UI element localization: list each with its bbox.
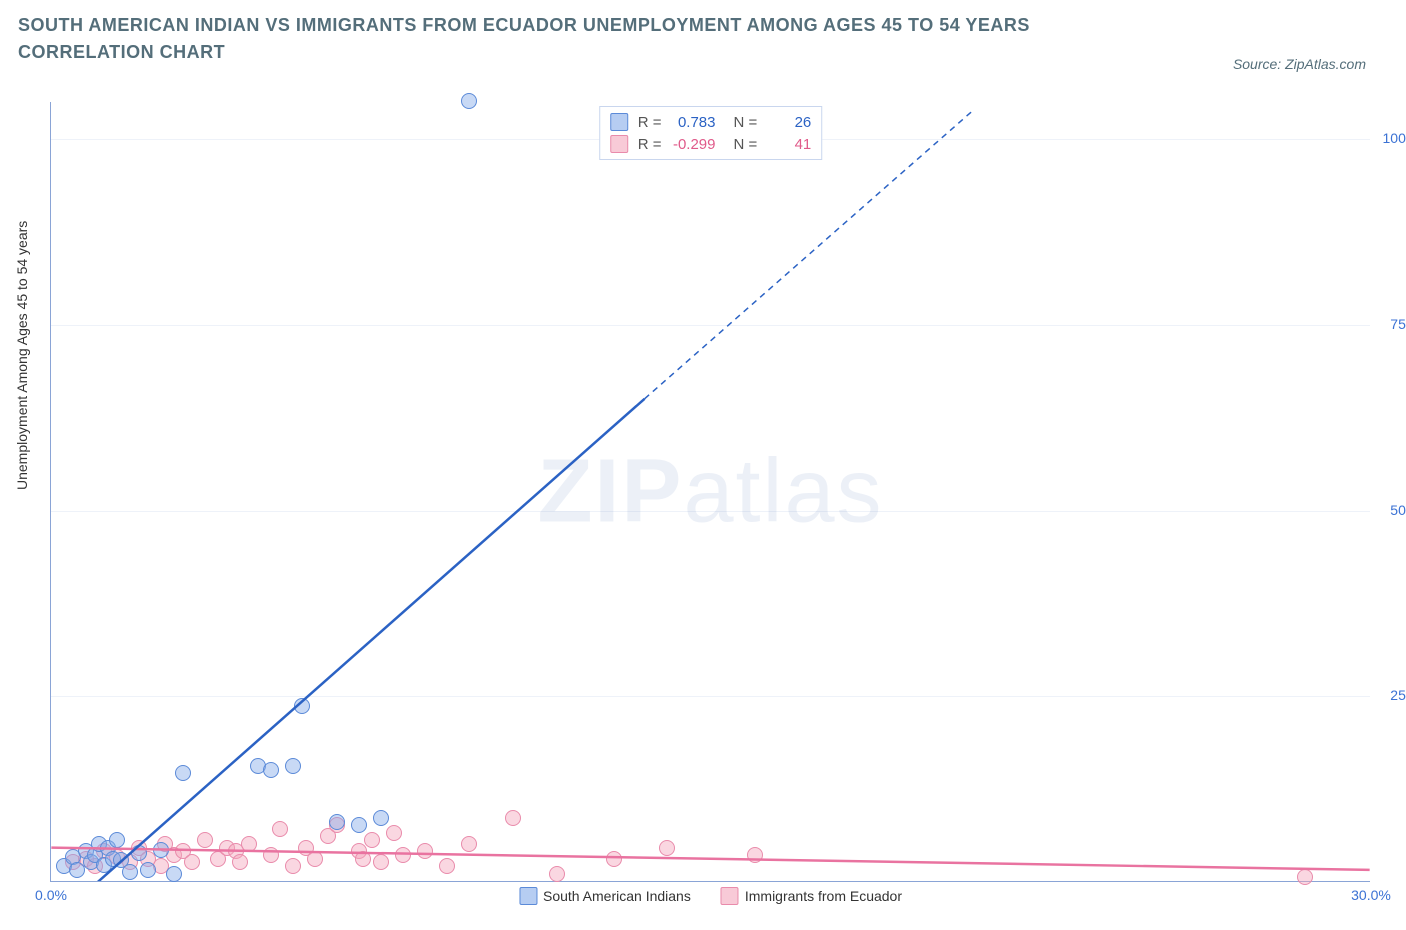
data-point bbox=[549, 866, 565, 882]
data-point bbox=[395, 847, 411, 863]
data-point bbox=[122, 864, 138, 880]
r-label: R = bbox=[638, 136, 662, 153]
swatch-pink bbox=[610, 135, 628, 153]
legend-item-1: South American Indians bbox=[519, 887, 691, 905]
r-value-pink: -0.299 bbox=[668, 136, 716, 153]
data-point bbox=[153, 842, 169, 858]
data-point bbox=[263, 847, 279, 863]
data-point bbox=[439, 858, 455, 874]
stats-legend: R = 0.783 N = 26 R = -0.299 N = 41 bbox=[599, 106, 823, 160]
data-point bbox=[364, 832, 380, 848]
y-tick-label: 75.0% bbox=[1375, 316, 1406, 332]
data-point bbox=[184, 854, 200, 870]
r-label: R = bbox=[638, 114, 662, 131]
data-point bbox=[272, 821, 288, 837]
n-label: N = bbox=[734, 114, 758, 131]
data-point bbox=[241, 836, 257, 852]
legend-label-1: South American Indians bbox=[543, 888, 691, 904]
n-value-pink: 41 bbox=[763, 136, 811, 153]
plot-area: ZIPatlas R = 0.783 N = 26 R = -0.299 N =… bbox=[50, 102, 1370, 882]
chart-title: SOUTH AMERICAN INDIAN VS IMMIGRANTS FROM… bbox=[18, 12, 1118, 66]
data-point bbox=[166, 866, 182, 882]
data-point bbox=[373, 854, 389, 870]
data-point bbox=[505, 810, 521, 826]
swatch-pink bbox=[721, 887, 739, 905]
data-point bbox=[659, 840, 675, 856]
data-point bbox=[386, 825, 402, 841]
y-tick-label: 100.0% bbox=[1375, 130, 1406, 146]
n-value-blue: 26 bbox=[763, 114, 811, 131]
data-point bbox=[131, 845, 147, 861]
gridline bbox=[51, 325, 1370, 326]
data-point bbox=[329, 814, 345, 830]
gridline bbox=[51, 511, 1370, 512]
data-point bbox=[461, 836, 477, 852]
x-tick-label: 0.0% bbox=[35, 887, 67, 903]
data-point bbox=[285, 758, 301, 774]
y-tick-label: 50.0% bbox=[1375, 502, 1406, 518]
data-point bbox=[263, 762, 279, 778]
series-legend: South American Indians Immigrants from E… bbox=[519, 887, 902, 905]
legend-label-2: Immigrants from Ecuador bbox=[745, 888, 902, 904]
data-point bbox=[294, 698, 310, 714]
data-point bbox=[417, 843, 433, 859]
y-axis-label: Unemployment Among Ages 45 to 54 years bbox=[14, 221, 30, 490]
source-label: Source: ZipAtlas.com bbox=[1233, 56, 1366, 72]
r-value-blue: 0.783 bbox=[668, 114, 716, 131]
stats-row-2: R = -0.299 N = 41 bbox=[610, 133, 812, 155]
x-tick-label: 30.0% bbox=[1351, 887, 1391, 903]
data-point bbox=[285, 858, 301, 874]
swatch-blue bbox=[610, 113, 628, 131]
data-point bbox=[1297, 869, 1313, 885]
data-point bbox=[109, 832, 125, 848]
legend-item-2: Immigrants from Ecuador bbox=[721, 887, 902, 905]
swatch-blue bbox=[519, 887, 537, 905]
data-point bbox=[197, 832, 213, 848]
data-point bbox=[355, 851, 371, 867]
data-point bbox=[747, 847, 763, 863]
data-point bbox=[373, 810, 389, 826]
y-tick-label: 25.0% bbox=[1375, 687, 1406, 703]
n-label: N = bbox=[734, 136, 758, 153]
data-point bbox=[175, 765, 191, 781]
data-point bbox=[140, 862, 156, 878]
data-point bbox=[461, 93, 477, 109]
data-point bbox=[606, 851, 622, 867]
data-point bbox=[307, 851, 323, 867]
gridline bbox=[51, 696, 1370, 697]
data-point bbox=[351, 817, 367, 833]
data-point bbox=[232, 854, 248, 870]
watermark: ZIPatlas bbox=[537, 440, 883, 543]
stats-row-1: R = 0.783 N = 26 bbox=[610, 111, 812, 133]
